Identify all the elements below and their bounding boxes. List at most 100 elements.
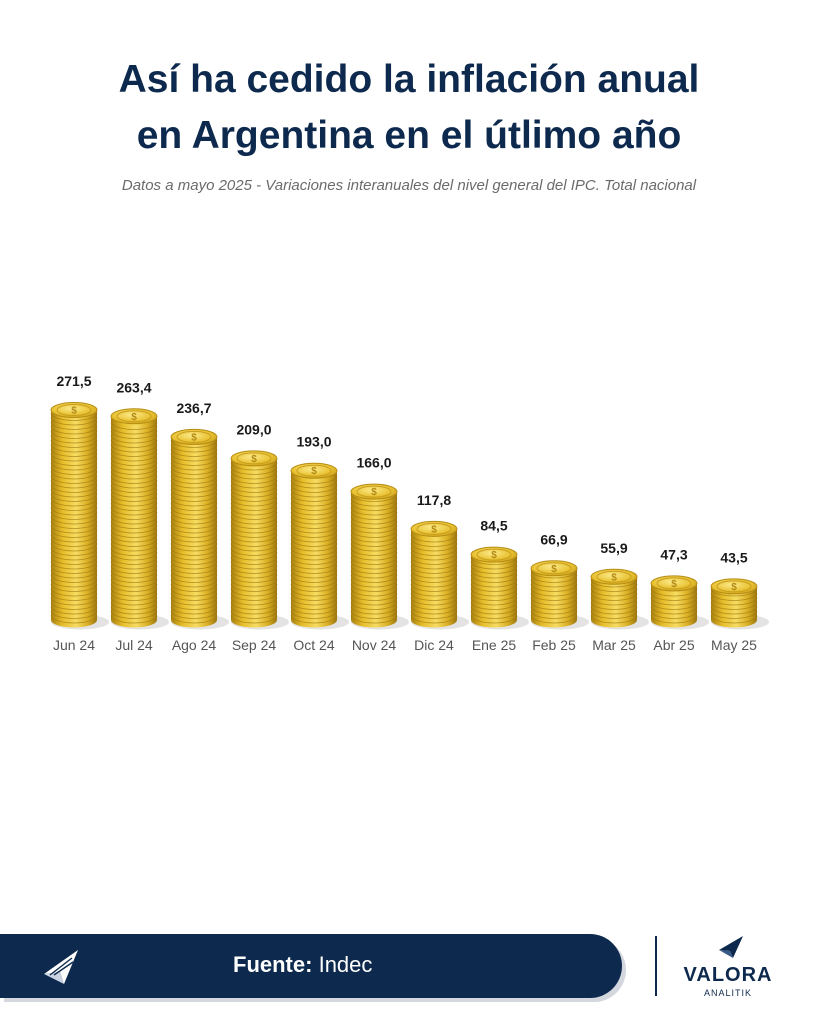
coin-stack-body [351,491,397,628]
coin-edge [350,579,398,588]
coin-edge [110,426,158,435]
coin-edge [470,570,518,579]
coin-edge [50,480,98,489]
coin-edge [410,552,458,561]
coin-edge [110,601,158,610]
chart-title-line-1: Así ha cedido la inflación anual [118,58,700,101]
coin-edge [170,565,218,574]
valora-logo-icon [719,936,743,958]
coin-edge [290,592,338,601]
coin-edge [110,606,158,615]
data-label: 236,7 [176,400,211,416]
coin-edge [350,525,398,534]
coin-edge [110,475,158,484]
coin-edge [110,529,158,538]
coin-edge [410,543,458,552]
coin-edge [350,534,398,543]
coin-edge [110,493,158,502]
coin-edge [110,543,158,552]
x-tick-label: Jun 24 [53,637,95,653]
x-tick-label: May 25 [711,637,757,653]
coin-edge [590,588,638,597]
coin-edge [350,493,398,502]
data-label: 263,4 [116,379,151,395]
coin-edge [230,610,278,619]
coin-edge [710,615,758,624]
coin-edge [410,574,458,583]
coin-edge [590,610,638,619]
coin-edge [50,417,98,426]
coin-edge [110,489,158,498]
coin-edge [50,601,98,610]
coin-bar-chart: $ $ $ $ $ $ $ $ $ $ $ $ 271,5 Jun 24 263,4 Jul 24 236,7… [50,373,769,653]
coin-edge [350,610,398,619]
coin-edge [50,615,98,624]
coin-edge [290,489,338,498]
coin-edge [230,543,278,552]
coin-edge [410,534,458,543]
coin-edge [110,538,158,547]
coin-edge [530,588,578,597]
coin-stack-6: $ [350,483,398,628]
coin-edge [650,601,698,610]
dollar-icon: $ [551,564,557,575]
coin-edge [110,484,158,493]
dollar-icon: $ [731,582,737,593]
dollar-icon: $ [431,524,437,535]
coin-edge [50,475,98,484]
coin-edge [170,610,218,619]
coin-edge [290,520,338,529]
coin-edge [170,588,218,597]
coin-edge [170,574,218,583]
data-label: 117,8 [417,492,451,508]
coin-edge [470,606,518,615]
coin-edge [230,484,278,493]
coin-edge [230,471,278,480]
coin-edge [170,615,218,624]
coin-edge [170,466,218,475]
coin-edge [230,565,278,574]
coin-edge [290,538,338,547]
coin-edge [110,511,158,520]
coin-edge [230,507,278,516]
coin-edge [170,592,218,601]
coin-edge [650,606,698,615]
chart-title: Así ha cedido la inflación anual en Arge… [0,52,818,164]
coin-edge [710,601,758,610]
coin-edge [530,615,578,624]
coin-edge [230,516,278,525]
coin-edge [290,543,338,552]
coin-edge [530,610,578,619]
coin-edge [230,480,278,489]
coin-edge [350,529,398,538]
coin-edge [50,471,98,480]
coin-edge [50,552,98,561]
coin-edge [50,556,98,565]
coin-edge [470,579,518,588]
coin-edge [50,507,98,516]
coin-edge [50,439,98,448]
coin-edge [50,421,98,430]
coin-edge [50,565,98,574]
coin-edge [170,606,218,615]
coin-edge [230,615,278,624]
coin-edge [710,610,758,619]
coin-edge [230,498,278,507]
coin-edge [230,475,278,484]
coin-edge [230,601,278,610]
coin-edge [290,565,338,574]
coin-edge [230,462,278,471]
coin-edge [50,430,98,439]
source-value: Indec [318,952,373,977]
coin-edge [530,574,578,583]
coin-edge [50,435,98,444]
coin-edge [350,507,398,516]
coin-edge [410,556,458,565]
coin-edge [290,597,338,606]
brand-logo: VALORA ANALITIK [672,932,802,1002]
coin-edge [410,615,458,624]
coin-edge [170,534,218,543]
dollar-icon: $ [131,412,137,423]
coin-stack-5: $ [290,462,338,628]
coin-edge [50,511,98,520]
